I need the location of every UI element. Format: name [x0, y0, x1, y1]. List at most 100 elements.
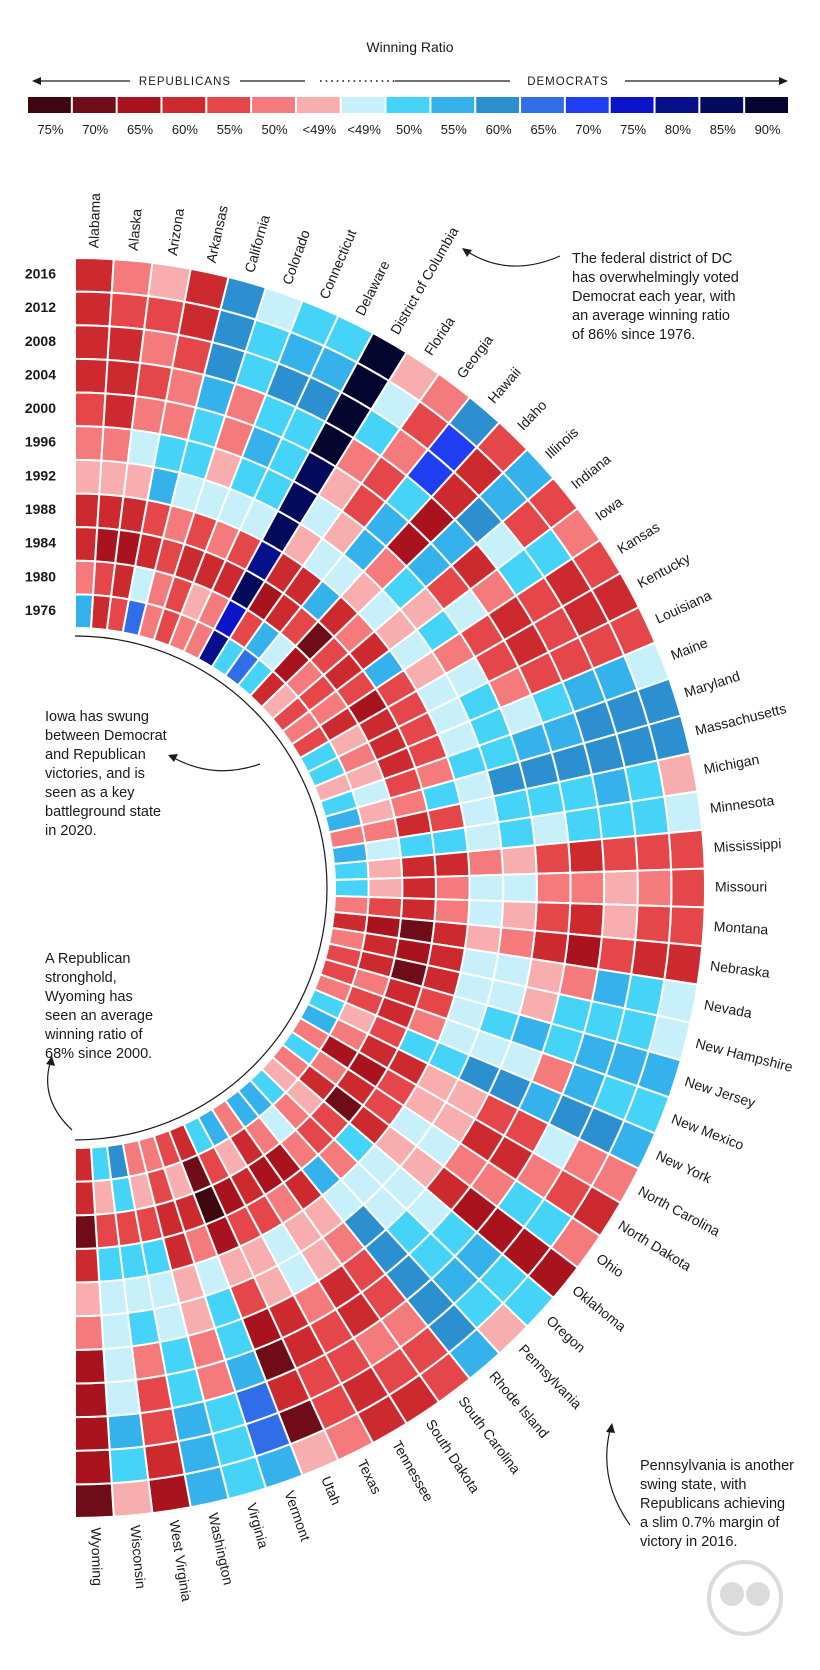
year-label: 1976	[25, 602, 56, 618]
heatmap-cell	[634, 831, 673, 872]
legend-label: 60%	[172, 122, 198, 137]
annotation-arrows	[46, 248, 631, 1526]
heatmap-cell	[670, 867, 706, 909]
state-label: Mississippi	[713, 835, 782, 855]
legend-label: 55%	[441, 122, 467, 137]
legend-title: Winning Ratio	[366, 39, 453, 55]
heatmap-cell	[74, 425, 105, 462]
heatmap-cell	[74, 1146, 95, 1183]
heatmap-cell	[563, 932, 603, 971]
wyoming-arrow	[47, 1062, 73, 1131]
heatmap-cell	[600, 903, 639, 942]
heatmap-cell	[433, 898, 471, 926]
state-label: Missouri	[715, 879, 767, 895]
legend-swatch	[700, 97, 744, 113]
heatmap-cell	[569, 870, 606, 906]
heatmap-cell	[102, 392, 138, 431]
state-label: Indiana	[568, 451, 614, 492]
heatmap-cell	[106, 325, 146, 365]
state-label: Arizona	[164, 207, 187, 257]
state-label: Wisconsin	[127, 1524, 149, 1589]
legend-label: 70%	[82, 122, 108, 137]
state-label: Oklahoma	[569, 1282, 629, 1335]
heatmap-cell	[100, 426, 133, 465]
heatmap-cell	[496, 816, 536, 850]
legend-label: 85%	[710, 122, 736, 137]
heatmap-cell	[401, 875, 437, 901]
heatmap-cell	[130, 1340, 168, 1381]
heatmap-cell	[434, 874, 471, 902]
heatmap-cell	[430, 826, 469, 856]
heatmap-cell	[533, 901, 572, 935]
year-labels: 2016 2012 2008 2004 2000 1996 1992 1988 1984 1980…	[25, 266, 56, 618]
heatmap-cell	[367, 876, 404, 900]
heatmap-cell	[500, 844, 538, 876]
year-label: 2004	[25, 366, 56, 382]
heatmap-cell	[667, 828, 706, 871]
heatmap-cell	[636, 868, 673, 908]
heatmap-cell	[110, 1478, 154, 1518]
state-label: Kentucky	[634, 550, 692, 591]
heatmap-cell	[468, 873, 505, 903]
legend-swatch	[565, 97, 609, 113]
state-label: Texas	[354, 1457, 385, 1497]
heatmap-cell	[530, 810, 570, 847]
heatmap-cell	[98, 1278, 129, 1317]
state-label: New Hampshire	[694, 1035, 795, 1075]
wyoming-annotation: A Republican stronghold, Wyoming has see…	[45, 951, 154, 1062]
state-label: Massachusetts	[693, 700, 787, 738]
heatmap-cell	[466, 899, 505, 929]
state-label: Montana	[713, 918, 769, 937]
state-label: Utah	[318, 1474, 344, 1507]
heatmap-cell	[563, 805, 603, 844]
heatmap-cell	[629, 795, 670, 838]
logo	[707, 1560, 783, 1636]
pennsylvania-annotation: Pennsylvania is another swing state, wit…	[640, 1458, 794, 1550]
heatmap-cell	[74, 526, 99, 563]
dc-arrow-head	[462, 248, 472, 257]
pennsylvania-arrow	[606, 1429, 631, 1526]
state-label: Oregon	[543, 1312, 588, 1355]
state-label: Michigan	[702, 751, 760, 777]
state-label: South Dakota	[423, 1416, 483, 1496]
state-label: Hawaii	[484, 364, 523, 406]
heatmap-cell	[138, 1406, 180, 1448]
heatmap-cell	[501, 872, 538, 904]
legend-swatch	[207, 97, 251, 113]
heatmap-cell	[74, 290, 113, 328]
wyoming-arrow-head	[46, 1056, 55, 1066]
year-label: 1988	[25, 501, 56, 517]
state-label: Louisiana	[653, 587, 714, 627]
heatmap-cell	[567, 838, 605, 874]
heatmap-cell	[74, 1415, 111, 1452]
heatmap-cell	[634, 904, 673, 945]
heatmap-cell	[74, 1314, 105, 1351]
republicans-label: REPUBLICANS	[139, 76, 231, 88]
state-label: Nevada	[703, 996, 754, 1021]
logo-mark	[707, 1560, 783, 1636]
heatmap-cell	[333, 877, 370, 899]
state-label: Vermont	[281, 1489, 313, 1544]
year-label: 2012	[25, 299, 56, 315]
state-label: North Carolina	[636, 1183, 723, 1240]
heatmap-cell	[667, 905, 706, 948]
heatmap-cell	[629, 938, 670, 981]
year-label: 2008	[25, 333, 56, 349]
heatmap-cell	[74, 458, 103, 496]
heatmap-cell	[596, 800, 637, 841]
heatmap-cell	[108, 291, 150, 331]
state-label: Florida	[421, 314, 458, 359]
heatmap-cell	[147, 1473, 192, 1515]
legend-swatch	[117, 97, 161, 113]
heatmap-cell	[332, 859, 370, 882]
state-label: Kansas	[614, 519, 662, 557]
state-label: New Mexico	[669, 1111, 746, 1154]
heatmap-cell	[533, 841, 572, 875]
state-label: Colorado	[279, 228, 313, 287]
heatmap-cell	[466, 847, 505, 877]
heatmap-cell	[147, 261, 192, 303]
heatmap-cell	[143, 1439, 186, 1481]
state-label: New Jersey	[683, 1073, 758, 1110]
legend-swatch	[521, 97, 564, 113]
legend-label: 60%	[486, 122, 512, 137]
